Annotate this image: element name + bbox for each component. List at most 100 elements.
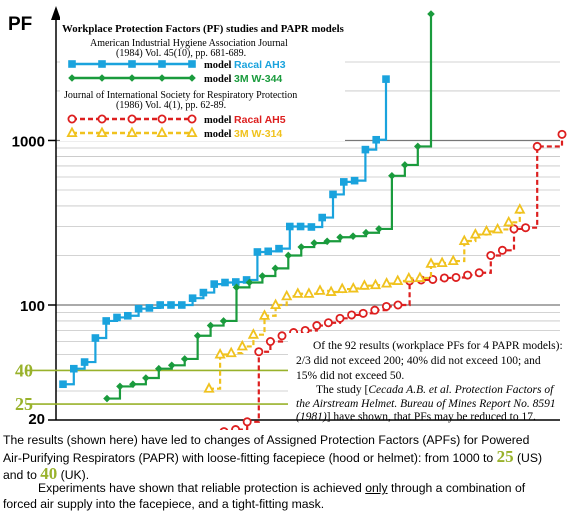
series-layer — [59, 10, 567, 430]
data-point — [214, 348, 226, 359]
value-40: 40 — [40, 464, 58, 483]
data-point — [102, 317, 110, 325]
data-point — [532, 141, 542, 151]
legend-label: model 3M W-314 — [204, 128, 282, 140]
data-point — [98, 60, 106, 68]
data-point — [128, 74, 136, 82]
series-racal-ah5 — [219, 129, 567, 430]
data-point — [307, 223, 316, 231]
data-point — [242, 417, 252, 427]
data-point — [258, 272, 267, 280]
caption-line-3: and to 40 (UK). — [3, 464, 90, 483]
data-point — [458, 234, 470, 245]
data-point — [129, 380, 137, 389]
caption-line-5: forced air supply into the facepiece, an… — [3, 496, 325, 511]
data-point — [245, 278, 254, 287]
data-point — [292, 287, 304, 298]
data-point — [242, 276, 251, 284]
data-point — [145, 304, 154, 312]
data-point — [271, 264, 280, 273]
series-line — [234, 134, 564, 430]
data-point — [155, 364, 163, 373]
annotation-line-3: 15% did not exceed 50. — [296, 370, 404, 382]
legend-label: model Racal AH3 — [204, 59, 286, 71]
data-point — [358, 308, 368, 318]
data-point — [258, 309, 271, 320]
data-point — [188, 60, 196, 68]
data-point — [178, 301, 186, 309]
data-point — [358, 279, 370, 290]
data-point — [310, 239, 318, 247]
data-point — [329, 190, 337, 199]
data-point — [98, 74, 106, 82]
data-point — [80, 358, 89, 366]
data-point — [187, 114, 197, 124]
data-point — [303, 287, 315, 298]
caption-line-4: Experiments have shown that reliable pro… — [38, 481, 526, 495]
annotation-box — [288, 333, 568, 419]
caption-paragraph-2: Experiments have shown that reliable pro… — [3, 481, 569, 512]
data-point — [128, 60, 136, 68]
data-point — [210, 280, 218, 288]
y-axis-label: PF — [8, 14, 32, 35]
data-point — [393, 300, 403, 310]
y-axis-arrow — [51, 6, 61, 20]
data-point — [347, 281, 359, 293]
series-3m-w-344 — [103, 10, 435, 403]
data-point — [264, 247, 272, 256]
data-point — [403, 271, 415, 283]
legend-source-1: American Industrial Hygiene Association … — [90, 38, 288, 49]
data-point — [557, 129, 567, 139]
data-point — [156, 126, 168, 138]
data-point — [335, 313, 345, 323]
data-point — [265, 337, 275, 347]
data-point — [96, 126, 108, 138]
data-point — [427, 10, 435, 18]
data-point — [347, 310, 357, 320]
data-point — [286, 222, 294, 231]
data-point — [340, 178, 348, 186]
data-point — [188, 294, 197, 302]
data-point — [497, 245, 507, 255]
data-point — [451, 272, 461, 282]
data-point — [134, 304, 143, 313]
highlight-label-40: 40 — [15, 360, 33, 380]
data-point — [336, 282, 348, 294]
data-point — [180, 355, 189, 363]
data-point — [203, 382, 215, 393]
data-point — [68, 60, 76, 68]
legend-source-2b: (1986) Vol. 4(1), pp. 62-89. — [116, 100, 226, 111]
data-point — [425, 257, 437, 268]
data-point — [318, 213, 326, 222]
annotation-line-2: 2/3 did not exceed 200; 40% did not exce… — [296, 355, 541, 367]
data-point — [323, 237, 331, 246]
data-point — [362, 228, 370, 237]
data-point — [463, 270, 473, 280]
data-point — [296, 222, 305, 231]
data-point — [361, 145, 370, 154]
annotation: Of the 92 results (workplace PFs for 4 P… — [288, 333, 568, 423]
chart: PF 20 100 1000 25 40 Workplace Protection Fa… — [8, 6, 568, 430]
legend-title: Workplace Protection Factors (PF) studie… — [62, 23, 344, 35]
data-point — [474, 268, 484, 278]
data-point — [113, 313, 121, 322]
legend: Workplace Protection Factors (PF) studie… — [60, 17, 345, 141]
data-point — [188, 74, 196, 82]
value-25: 25 — [496, 446, 514, 466]
y-tick-label: 1000 — [12, 133, 45, 150]
caption-paragraph-1: The results (shown here) have led to cha… — [3, 433, 569, 484]
data-point — [193, 331, 202, 340]
data-point — [186, 126, 198, 138]
data-point — [369, 278, 382, 290]
data-point — [199, 288, 208, 297]
annotation-line-5: the Airstream Helmet. Bureau of Mines Re… — [296, 398, 556, 410]
data-point — [314, 284, 326, 295]
y-tick-label: 100 — [20, 298, 45, 315]
data-point — [167, 361, 176, 370]
data-point — [439, 273, 449, 283]
data-point — [428, 274, 438, 284]
series-3m-w-314 — [203, 203, 526, 393]
highlight-label-25: 25 — [15, 394, 33, 414]
data-point — [277, 331, 287, 341]
legend-source-1b: (1984) Vol. 45(10), pp. 681-689. — [116, 48, 246, 59]
